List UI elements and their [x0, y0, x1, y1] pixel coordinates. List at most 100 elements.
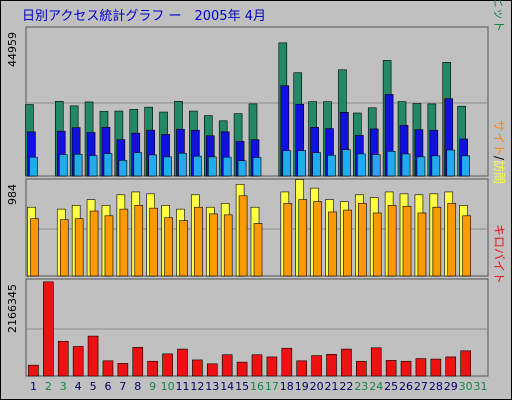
bar-site	[313, 201, 322, 277]
bar-ページ	[446, 149, 456, 177]
bar-kilo	[445, 356, 457, 377]
bar-kilo	[370, 347, 382, 377]
bar-ページ	[416, 156, 426, 177]
bar-site	[283, 203, 293, 277]
bar-ページ	[58, 154, 68, 177]
x-tick-label: 2	[45, 380, 52, 393]
x-tick-label: 8	[134, 380, 141, 393]
x-tick-label: 14	[220, 380, 234, 393]
bar-site	[417, 212, 427, 277]
bar-site	[89, 210, 99, 277]
ymax-label-page: 44959	[6, 32, 19, 67]
bar-ページ	[282, 150, 292, 177]
bar-site	[104, 215, 114, 277]
x-tick-label: 6	[104, 380, 111, 393]
x-tick-label: 7	[119, 380, 126, 393]
bar-kilo	[177, 348, 188, 377]
bar-site	[194, 206, 203, 277]
bar-ページ	[118, 160, 128, 177]
bar-site	[298, 199, 308, 277]
x-tick-label: 25	[384, 380, 398, 393]
bar-ページ	[327, 154, 336, 177]
x-tick-label: 4	[75, 380, 82, 393]
bar-kilo	[385, 360, 397, 377]
bar-ページ	[401, 153, 411, 177]
bar-kilo	[251, 354, 263, 377]
x-tick-label: 30	[459, 380, 473, 393]
bar-site	[447, 203, 457, 277]
bar-ページ	[178, 152, 187, 177]
x-tick-label: 5	[90, 380, 97, 393]
bar-kilo	[415, 358, 427, 377]
bar-site	[59, 219, 69, 277]
bar-kilo	[87, 335, 99, 377]
bar-ページ	[73, 153, 83, 177]
bar-site	[208, 213, 218, 277]
bar-site	[223, 214, 233, 277]
x-tick-label: 10	[161, 380, 175, 393]
x-tick-label: 15	[235, 380, 249, 393]
bar-ページ	[431, 155, 441, 177]
bar-kilo	[57, 340, 69, 377]
x-tick-label: 11	[175, 380, 189, 393]
bar-kilo	[296, 360, 308, 377]
bar-ページ	[133, 152, 143, 177]
x-tick-label: 12	[190, 380, 204, 393]
bar-ページ	[148, 154, 157, 177]
bar-site	[179, 220, 188, 277]
bar-ページ	[193, 155, 202, 177]
bar-kilo	[326, 354, 337, 377]
x-tick-label: 13	[205, 380, 219, 393]
bar-kilo	[206, 363, 218, 377]
x-tick-label: 31	[474, 380, 488, 393]
bar-ページ	[312, 152, 321, 177]
x-tick-label: 20	[310, 380, 324, 393]
bar-kilo	[43, 281, 54, 377]
bar-ページ	[163, 156, 172, 177]
bar-site	[462, 215, 471, 277]
bar-site	[134, 205, 144, 277]
bar-site	[372, 212, 382, 277]
bar-site	[119, 208, 129, 277]
bar-ページ	[357, 153, 366, 177]
bar-kilo	[72, 346, 84, 377]
bar-kilo	[266, 356, 278, 377]
bar-kilo	[430, 358, 442, 377]
x-tick-label: 18	[280, 380, 294, 393]
bar-site	[164, 217, 173, 277]
bar-ページ	[237, 160, 247, 177]
bar-site	[253, 223, 263, 277]
x-tick-label: 23	[354, 380, 368, 393]
bar-ページ	[297, 150, 307, 177]
bar-kilo	[281, 347, 293, 377]
bar-kilo	[117, 363, 129, 377]
bar-kilo	[400, 360, 412, 377]
bar-site	[74, 218, 84, 277]
x-tick-label: 17	[265, 380, 279, 393]
bar-site	[149, 207, 158, 277]
x-tick-label: 9	[149, 380, 156, 393]
bar-ページ	[88, 155, 98, 177]
bar-site	[30, 218, 39, 277]
bar-kilo	[221, 354, 233, 377]
bar-site	[328, 211, 337, 277]
x-tick-label: 26	[399, 380, 413, 393]
bar-site	[402, 205, 412, 277]
x-tick-label: 29	[444, 380, 458, 393]
bar-kilo	[102, 360, 114, 377]
x-tick-label: 24	[369, 380, 383, 393]
bar-kilo	[341, 348, 352, 377]
bar-ページ	[461, 155, 470, 177]
bar-ページ	[386, 151, 396, 177]
x-tick-label: 16	[250, 380, 264, 393]
bar-kilo	[147, 360, 158, 377]
x-tick-label: 19	[295, 380, 309, 393]
x-tick-label: 22	[339, 380, 353, 393]
bar-kilo	[236, 361, 248, 377]
bar-ページ	[222, 156, 232, 177]
ymax-label-site: 984	[6, 184, 19, 205]
ymax-label-kilo: 2166345	[6, 284, 19, 333]
side-label-page: ページ/ファイル/ヒット	[492, 0, 506, 32]
x-tick-label: 28	[429, 380, 443, 393]
